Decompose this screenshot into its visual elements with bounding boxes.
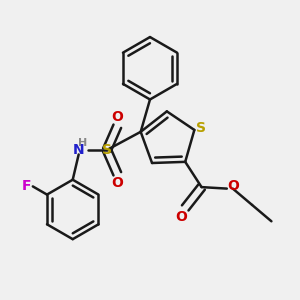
Text: S: S — [196, 122, 206, 136]
Text: N: N — [73, 143, 85, 157]
Text: F: F — [22, 179, 31, 194]
Text: H: H — [78, 138, 87, 148]
Text: O: O — [227, 178, 239, 193]
Text: O: O — [111, 176, 123, 190]
Text: O: O — [176, 210, 188, 224]
Text: O: O — [111, 110, 123, 124]
Text: S: S — [102, 143, 112, 157]
